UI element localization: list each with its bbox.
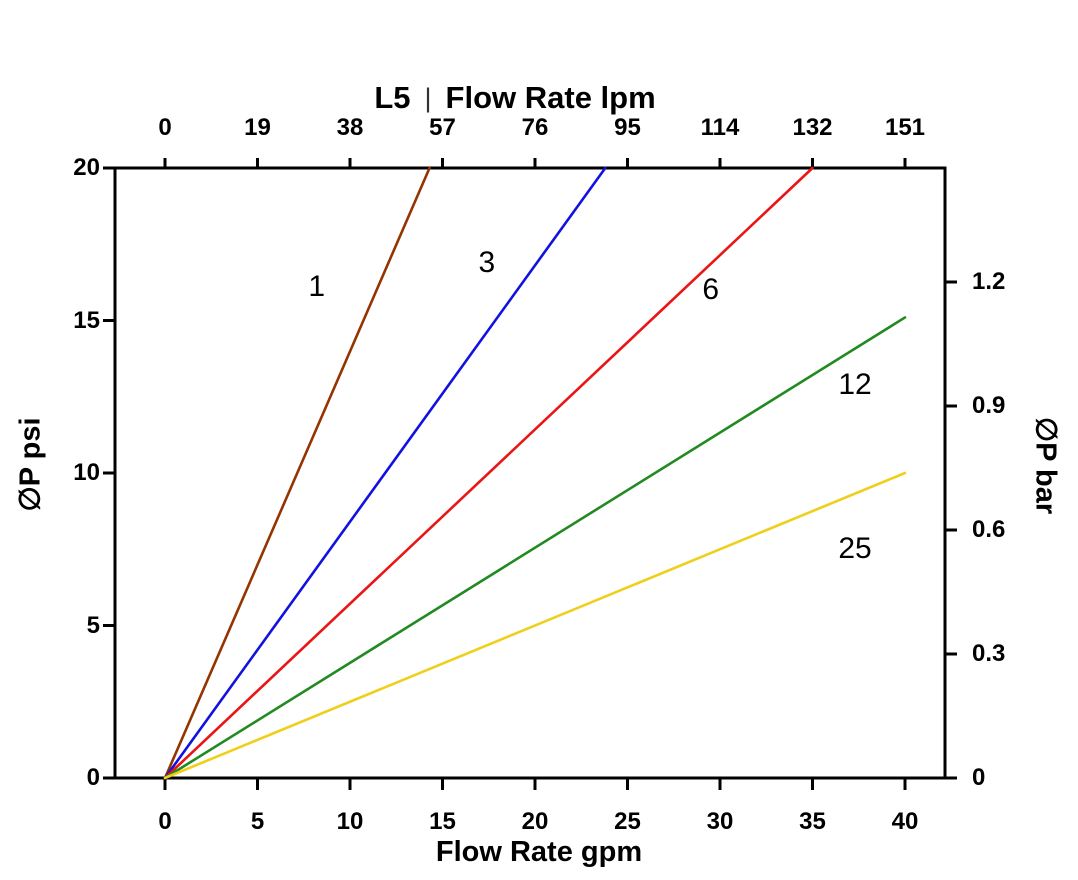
x2-axis-tick-label: 0 xyxy=(158,114,172,141)
y-axis-tick-label: 20 xyxy=(73,154,100,181)
x-axis-tick-label: 35 xyxy=(799,808,826,835)
x-axis-tick-label: 25 xyxy=(614,808,641,835)
x2-axis-tick-label: 57 xyxy=(429,114,456,141)
y2-axis-title: ∅P bar xyxy=(1029,416,1062,515)
x-axis-tick-label: 20 xyxy=(521,808,549,835)
series-line-25 xyxy=(163,471,907,780)
x-axis-tick-label: 15 xyxy=(429,808,456,835)
x2-axis-tick-label: 38 xyxy=(336,114,364,141)
series-label-1: 1 xyxy=(308,269,326,303)
series-line-6 xyxy=(163,166,814,780)
x-axis-tick-label: 0 xyxy=(158,808,172,835)
x-axis-tick-label: 40 xyxy=(891,808,919,835)
series-label-6: 6 xyxy=(702,273,720,306)
y-axis-tick-label: 5 xyxy=(86,611,100,639)
chart-title: L5 | Flow Rate lpm xyxy=(0,80,1030,116)
y-axis-tick-label: 0 xyxy=(86,764,100,791)
title-separator: | xyxy=(424,82,432,113)
series-line-3 xyxy=(163,166,607,780)
x2-axis-tick-label: 114 xyxy=(700,114,740,141)
x2-axis-tick-label: 95 xyxy=(614,114,641,141)
series-line-12 xyxy=(163,316,907,780)
x-axis-tick-label: 5 xyxy=(250,808,265,835)
model-label: L5 xyxy=(374,80,411,115)
series-line-1 xyxy=(163,166,431,780)
x-axis-tick-label: 10 xyxy=(336,808,364,835)
x2-axis-tick-label: 76 xyxy=(521,114,549,141)
y-axis-tick-label: 15 xyxy=(73,306,100,334)
y-axis-title: ∅P psi xyxy=(14,417,47,512)
y2-axis-tick-label: 0.9 xyxy=(972,392,1006,419)
y2-axis-tick-label: 0.3 xyxy=(972,640,1006,667)
series-label-3: 3 xyxy=(478,245,496,279)
x-axis-title: Flow Rate gpm xyxy=(435,836,643,868)
x-axis-tick-label: 30 xyxy=(706,808,734,835)
y-axis-tick-label: 10 xyxy=(73,459,100,486)
y2-axis-tick-label: 0 xyxy=(972,764,986,791)
y2-axis-tick-label: 0.6 xyxy=(972,516,1006,543)
x2-axis-tick-label: 132 xyxy=(792,114,833,141)
x2-axis-tick-label: 151 xyxy=(884,114,926,141)
top-axis-title: Flow Rate lpm xyxy=(445,80,656,115)
series-label-12: 12 xyxy=(838,367,872,401)
x2-axis-tick-label: 19 xyxy=(244,114,271,141)
y2-axis-tick-label: 1.2 xyxy=(972,268,1006,295)
plot-border xyxy=(113,166,947,780)
series-label-25: 25 xyxy=(838,532,872,566)
